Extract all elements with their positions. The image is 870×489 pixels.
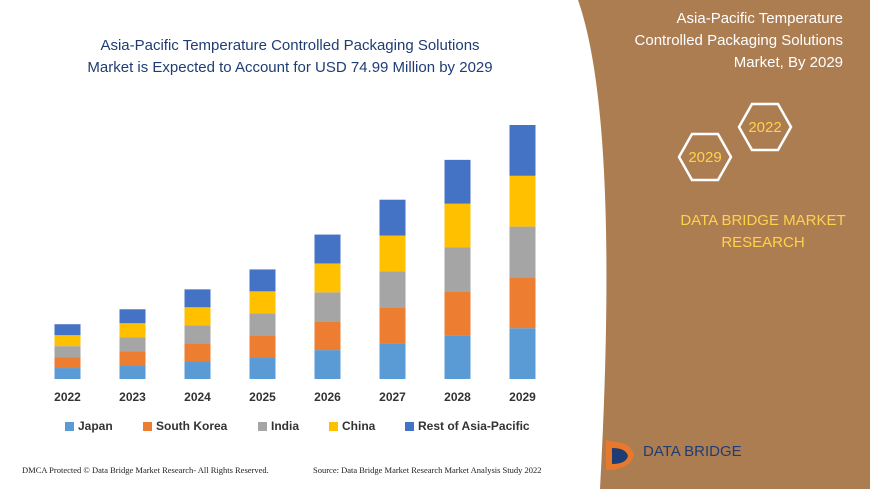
- bar-segment: [119, 309, 146, 324]
- bar-segment: [184, 289, 211, 308]
- bar-segment: [314, 263, 341, 293]
- bar-segment: [184, 343, 211, 362]
- chart-title: Market is Expected to Account for USD 74…: [87, 59, 492, 76]
- footer-text: Source: Data Bridge Market Research Mark…: [313, 465, 542, 475]
- bar-segment: [184, 325, 211, 344]
- bar-segment: [444, 159, 471, 204]
- bar-segment: [509, 328, 536, 379]
- legend-label: China: [342, 419, 376, 433]
- bar-segment: [54, 335, 81, 347]
- x-tick-label: 2023: [119, 390, 146, 404]
- hexagon: [737, 102, 793, 152]
- hexagon: [677, 132, 733, 182]
- logo: DATA BRIDGE: [606, 440, 742, 470]
- side-panel: [578, 0, 870, 489]
- bar-segment: [119, 351, 146, 366]
- legend-swatch: [65, 422, 74, 431]
- bar-segment: [379, 199, 406, 236]
- bar-segment: [249, 357, 276, 379]
- chart-title: Asia-Pacific Temperature Controlled Pack…: [100, 37, 479, 54]
- bar-segment: [184, 361, 211, 379]
- bar-segment: [184, 307, 211, 326]
- bar-segment: [509, 175, 536, 227]
- bar-segment: [509, 226, 536, 278]
- bar-segment: [444, 203, 471, 248]
- bar-segment: [379, 271, 406, 308]
- hex-label: 2029: [688, 149, 721, 166]
- bar-segment: [314, 321, 341, 351]
- legend-swatch: [405, 422, 414, 431]
- bar-segment: [509, 277, 536, 329]
- bar-segment: [509, 125, 536, 176]
- panel-title: Asia-Pacific Temperature: [677, 10, 843, 27]
- x-tick-label: 2024: [184, 390, 211, 404]
- legend-label: Japan: [78, 419, 113, 433]
- bar-segment: [444, 291, 471, 336]
- x-tick-label: 2022: [54, 390, 81, 404]
- bar-segment: [249, 291, 276, 314]
- bar-segment: [314, 292, 341, 322]
- legend-label: Rest of Asia-Pacific: [418, 419, 530, 433]
- legend-swatch: [143, 422, 152, 431]
- legend-label: India: [271, 419, 299, 433]
- bar-segment: [54, 357, 81, 369]
- bar-segment: [249, 313, 276, 336]
- panel-title: Market, By 2029: [734, 54, 843, 71]
- bar-segment: [54, 346, 81, 358]
- logo-text: DATA BRIDGE: [643, 443, 742, 460]
- legend-swatch: [258, 422, 267, 431]
- panel-title: Controlled Packaging Solutions: [635, 32, 843, 49]
- bar-segment: [119, 337, 146, 352]
- bar-segment: [54, 324, 81, 336]
- x-tick-label: 2027: [379, 390, 406, 404]
- bar-segment: [314, 234, 341, 264]
- footer-text: DMCA Protected © Data Bridge Market Rese…: [22, 465, 269, 475]
- x-tick-label: 2029: [509, 390, 536, 404]
- bar-segment: [379, 307, 406, 344]
- logo-mark: [612, 448, 628, 464]
- bar-segment: [379, 235, 406, 272]
- bar-segment: [119, 323, 146, 338]
- bar-segment: [444, 247, 471, 292]
- bar-segment: [249, 269, 276, 292]
- legend-label: South Korea: [156, 419, 228, 433]
- x-tick-label: 2025: [249, 390, 276, 404]
- bar-segment: [314, 350, 341, 379]
- bar-segment: [444, 335, 471, 379]
- bar-segment: [249, 335, 276, 358]
- legend-swatch: [329, 422, 338, 431]
- bar-segment: [379, 343, 406, 379]
- bar-segment: [54, 368, 81, 379]
- brand-text: RESEARCH: [721, 234, 804, 251]
- hex-label: 2022: [748, 119, 781, 136]
- bar-segment: [119, 365, 146, 379]
- brand-text: DATA BRIDGE MARKET: [680, 212, 845, 229]
- x-tick-label: 2026: [314, 390, 341, 404]
- x-tick-label: 2028: [444, 390, 471, 404]
